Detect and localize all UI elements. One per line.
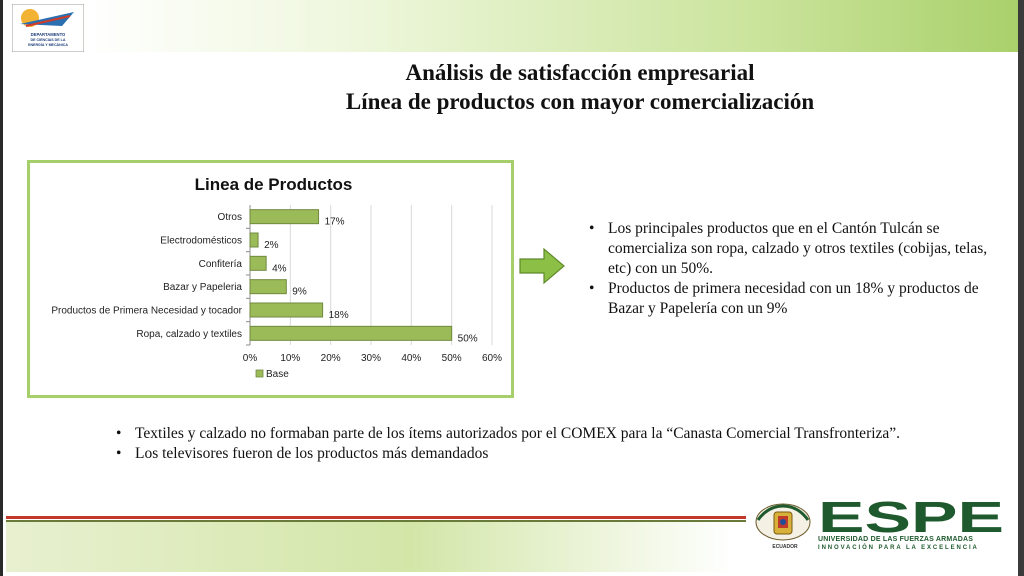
- right-bullet-list: Los principales productos que en el Cant…: [588, 219, 1008, 319]
- header-band: [0, 0, 1024, 52]
- bar: [249, 302, 324, 318]
- data-label: 2%: [264, 240, 279, 251]
- department-logo: DEPARTAMENTO DE CIENCIAS DE LA ENERGÍA Y…: [12, 4, 84, 52]
- list-item: Textiles y calzado no formaban parte de …: [115, 424, 905, 444]
- footer-red-rule: [6, 516, 746, 519]
- university-name: UNIVERSIDAD DE LAS FUERZAS ARMADAS: [818, 536, 974, 543]
- category-label: Productos de Primera Necesidad y tocador: [51, 306, 242, 317]
- bar: [249, 279, 287, 295]
- data-label: 17%: [325, 217, 345, 228]
- right-arrow-icon: [519, 247, 565, 285]
- category-label: Ropa, calzado y textiles: [136, 329, 242, 340]
- x-tick-label: 60%: [482, 353, 502, 364]
- category-label: Confitería: [199, 259, 243, 270]
- university-shield-logo: [755, 503, 811, 541]
- title-line-2: Línea de productos con mayor comercializ…: [345, 89, 815, 114]
- bar: [249, 232, 259, 248]
- svg-text:DEPARTAMENTO: DEPARTAMENTO: [31, 32, 66, 37]
- svg-text:DE CIENCIAS DE LA: DE CIENCIAS DE LA: [31, 38, 66, 42]
- category-label: Electrodomésticos: [160, 236, 242, 247]
- data-label: 4%: [272, 263, 287, 274]
- bar: [249, 255, 267, 271]
- university-tagline: INNOVACIÓN PARA LA EXCELENCIA: [818, 545, 979, 551]
- espe-wordmark-logo: ESPE: [818, 496, 1004, 538]
- x-tick-label: 50%: [442, 353, 462, 364]
- right-edge-rule: [1018, 0, 1024, 576]
- svg-text:ENERGÍA Y MECÁNICA: ENERGÍA Y MECÁNICA: [28, 42, 68, 47]
- slide-title: Análisis de satisfacción empresarial Lín…: [230, 58, 930, 116]
- bar: [249, 209, 320, 225]
- shield-caption: ECUADOR: [772, 544, 798, 550]
- bar: [249, 325, 453, 341]
- x-tick-label: 30%: [361, 353, 381, 364]
- footer-dark-rule: [6, 520, 746, 522]
- data-label: 50%: [458, 333, 478, 344]
- list-item: Los principales productos que en el Cant…: [588, 219, 1008, 279]
- title-line-1: Análisis de satisfacción empresarial: [405, 60, 755, 85]
- bar-chart: 0% 10% 20% 30% 40% 50% 60% Otros 17% Electrodomés…: [51, 205, 502, 380]
- data-label: 9%: [292, 287, 307, 298]
- chart-title: Linea de Productos: [194, 175, 353, 194]
- data-label: 18%: [329, 310, 349, 321]
- legend-label: Base: [266, 369, 289, 380]
- category-label: Otros: [218, 212, 242, 223]
- x-tick-label: 40%: [401, 353, 421, 364]
- x-tick-label: 10%: [280, 353, 300, 364]
- legend-swatch: [255, 369, 264, 378]
- left-edge-rule: [0, 0, 3, 576]
- bottom-bullet-list: Textiles y calzado no formaban parte de …: [115, 424, 905, 464]
- list-item: Productos de primera necesidad con un 18…: [588, 279, 1008, 319]
- brand-name: ESPE: [818, 496, 1004, 538]
- list-item: Los televisores fueron de los productos …: [115, 444, 905, 464]
- x-tick-label: 20%: [321, 353, 341, 364]
- x-tick-label: 0%: [243, 353, 258, 364]
- chart-panel: Linea de Productos 0% 10% 20% 30% 40% 50% 60% O…: [27, 160, 514, 398]
- category-label: Bazar y Papeleria: [163, 282, 242, 293]
- footer-band: [6, 522, 1018, 572]
